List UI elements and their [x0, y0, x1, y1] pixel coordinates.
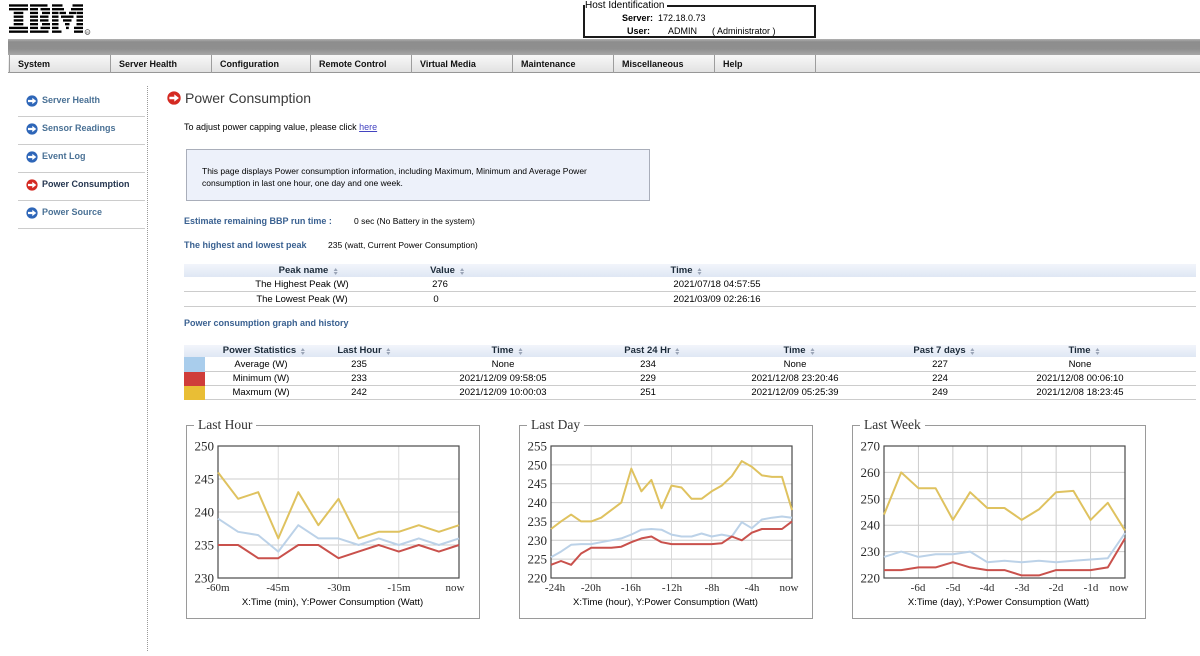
- svg-text:240: 240: [195, 505, 215, 520]
- svg-text:-3d: -3d: [1015, 582, 1030, 594]
- svg-text:225: 225: [528, 552, 548, 567]
- svg-text:235: 235: [528, 514, 548, 529]
- svg-text:-1d: -1d: [1084, 582, 1099, 594]
- svg-text:220: 220: [861, 571, 881, 586]
- svg-text:-6d: -6d: [911, 582, 926, 594]
- svg-text:250: 250: [528, 457, 548, 472]
- svg-text:now: now: [780, 582, 799, 594]
- svg-text:-20h: -20h: [581, 582, 602, 594]
- svg-text:-24h: -24h: [545, 582, 566, 594]
- svg-text:245: 245: [195, 472, 215, 487]
- svg-text:230: 230: [195, 571, 215, 586]
- svg-text:now: now: [1110, 582, 1129, 594]
- svg-text:255: 255: [528, 439, 548, 454]
- svg-text:X:Time (day), Y:Power Consumpt: X:Time (day), Y:Power Consumption (Watt): [908, 597, 1089, 608]
- svg-text:235: 235: [195, 538, 215, 553]
- svg-text:230: 230: [861, 544, 881, 559]
- svg-text:270: 270: [861, 439, 881, 454]
- svg-text:250: 250: [195, 439, 215, 454]
- svg-text:-60m: -60m: [206, 582, 230, 594]
- svg-text:245: 245: [528, 476, 548, 491]
- svg-text:-4h: -4h: [745, 582, 760, 594]
- svg-text:-12h: -12h: [662, 582, 683, 594]
- svg-text:-8h: -8h: [705, 582, 720, 594]
- svg-text:220: 220: [528, 571, 548, 586]
- svg-text:-5d: -5d: [946, 582, 961, 594]
- svg-text:-16h: -16h: [621, 582, 642, 594]
- svg-text:-15m: -15m: [387, 582, 411, 594]
- svg-text:-45m: -45m: [266, 582, 290, 594]
- svg-text:-4d: -4d: [980, 582, 995, 594]
- svg-text:240: 240: [528, 495, 548, 510]
- svg-text:now: now: [446, 582, 465, 594]
- svg-text:240: 240: [861, 518, 881, 533]
- svg-text:260: 260: [861, 465, 881, 480]
- svg-text:X:Time (min), Y:Power Consumpt: X:Time (min), Y:Power Consumption (Watt): [242, 597, 423, 608]
- svg-text:-30m: -30m: [327, 582, 351, 594]
- svg-text:250: 250: [861, 491, 881, 506]
- svg-text:R: R: [86, 31, 89, 35]
- svg-text:230: 230: [528, 533, 548, 548]
- svg-text:X:Time (hour), Y:Power Consump: X:Time (hour), Y:Power Consumption (Watt…: [573, 597, 758, 608]
- svg-text:-2d: -2d: [1049, 582, 1064, 594]
